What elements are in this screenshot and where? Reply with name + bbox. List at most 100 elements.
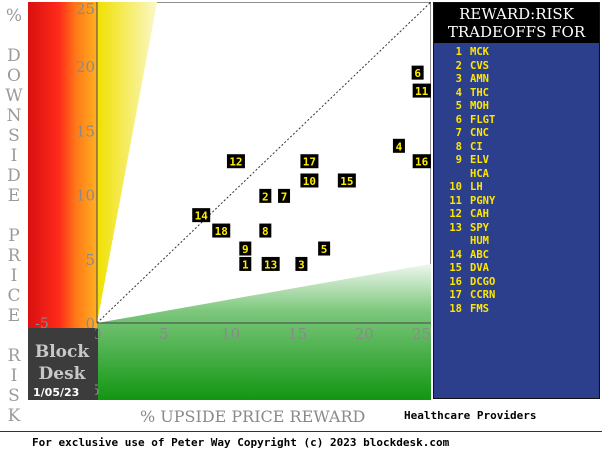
data-point-label: 17 — [303, 156, 316, 169]
legend-spacer — [462, 235, 470, 247]
data-point-box — [318, 241, 331, 256]
legend-number: 3 — [455, 73, 462, 85]
legend-number: 15 — [449, 262, 462, 274]
legend-ticker: AMN — [470, 73, 489, 85]
legend-number: 11 — [449, 194, 462, 207]
legend-spacer — [462, 208, 470, 220]
data-point-label: 11 — [415, 85, 429, 98]
data-point-label: 15 — [340, 175, 353, 188]
legend-ticker: FLGT — [470, 113, 496, 126]
legend-number: 6 — [455, 113, 462, 126]
footer-divider — [0, 431, 602, 432]
legend-spacer — [462, 276, 470, 288]
legend-item: 2 CVS — [434, 60, 599, 74]
y-tick-label: 0 — [85, 315, 95, 333]
y-axis-title-letter: W — [5, 86, 23, 106]
data-point-label: 10 — [303, 175, 316, 188]
y-axis-title-letter: K — [7, 406, 21, 426]
panel-title: REWARD:RISK TRADEOFFS FOR — [434, 3, 599, 43]
y-tick-label: 20 — [76, 58, 95, 76]
y-axis-title-letter: R — [7, 346, 21, 366]
y-axis-title-letter: E — [7, 306, 21, 326]
legend-number: 2 — [455, 59, 462, 72]
data-point-17: 17 — [300, 154, 319, 169]
y-axis-title-letter: N — [6, 106, 22, 126]
legend-item: 18 FMS — [434, 303, 599, 317]
legend-ticker: CVS — [470, 59, 489, 72]
data-point-box — [259, 188, 272, 203]
legend-spacer — [462, 303, 470, 315]
legend-item: 4 THC — [434, 87, 599, 101]
data-point-label: 5 — [321, 243, 328, 256]
data-point-box — [300, 154, 319, 169]
legend-item: 10 LH — [434, 181, 599, 195]
data-point-label: 7 — [281, 190, 288, 203]
data-point-label: 12 — [229, 156, 242, 169]
data-point-label: 18 — [215, 225, 228, 238]
data-point-box — [239, 256, 252, 271]
data-point-15: 15 — [337, 173, 356, 188]
y-tick-label: 15 — [76, 122, 95, 140]
legend-ticker: SPY — [470, 221, 489, 234]
y-axis-title-letter: D — [7, 166, 21, 186]
legend-spacer — [462, 60, 470, 72]
copyright-footer: For exclusive use of Peter Way Copyright… — [32, 436, 450, 449]
panel-title-line-1: REWARD:RISK — [459, 5, 574, 23]
legend-item: 11 PGNY — [434, 195, 599, 209]
legend-panel: REWARD:RISK TRADEOFFS FOR 1 MCK 2 CVS 3 AM… — [433, 2, 600, 399]
y-axis-title-letter: C — [7, 286, 21, 306]
y-axis-title-letter: S — [8, 386, 20, 406]
legend-number: 8 — [455, 140, 462, 153]
data-point-box — [259, 223, 272, 238]
data-point-box — [212, 223, 231, 238]
data-point-2: 2 — [259, 188, 272, 203]
data-point-box — [261, 256, 280, 271]
legend-ticker: ABC — [470, 248, 489, 261]
data-point-9: 9 — [239, 241, 252, 256]
data-point-box — [239, 241, 252, 256]
reward-zone — [97, 263, 431, 400]
y-axis-title-gap — [2, 206, 26, 226]
legend-spacer — [462, 46, 470, 58]
legend-ticker: THC — [470, 86, 489, 99]
data-point-1: 1 — [239, 256, 252, 271]
y-axis-title-letter: I — [10, 266, 18, 286]
legend-ticker: DCGO — [470, 275, 496, 288]
data-point-16: 16 — [412, 154, 431, 169]
data-point-4: 4 — [392, 138, 405, 153]
legend-item: 7 CNC — [434, 127, 599, 141]
legend-ticker: HUM — [470, 235, 489, 247]
data-point-box — [412, 83, 431, 98]
y-axis-title-letter: I — [10, 366, 18, 386]
sector-label: Healthcare Providers — [404, 409, 537, 422]
legend-spacer — [462, 222, 470, 234]
legend-ticker: FMS — [470, 302, 489, 315]
y-axis-title-letter: E — [7, 186, 21, 206]
legend-ticker: CCRN — [470, 289, 496, 301]
data-point-box — [192, 208, 211, 223]
legend-number: 7 — [455, 127, 462, 139]
x-tick-label: 5 — [159, 325, 169, 343]
legend-spacer — [462, 262, 470, 274]
data-point-label: 16 — [415, 156, 429, 169]
legend-number: 17 — [449, 289, 462, 301]
legend-ticker: LH — [470, 181, 483, 193]
legend-number: 10 — [449, 181, 462, 193]
y-axis-title-letter: S — [8, 126, 20, 146]
caution-zone — [97, 2, 158, 323]
x-tick-label: 25 — [412, 325, 431, 343]
legend-spacer — [462, 127, 470, 139]
legend-ticker: PGNY — [470, 194, 496, 207]
x-tick-label: 15 — [288, 325, 307, 343]
legend-item: 14 ABC — [434, 249, 599, 263]
legend-item: 3 AMN — [434, 73, 599, 87]
legend-number: 13 — [449, 221, 462, 234]
data-point-box — [300, 173, 319, 188]
legend-ticker: DVA — [470, 262, 489, 274]
legend-spacer — [462, 87, 470, 99]
legend-item: 8 CI — [434, 141, 599, 155]
data-point-box — [411, 65, 424, 80]
y-axis-title-letter: I — [10, 146, 18, 166]
legend-item: HUM — [434, 235, 599, 249]
